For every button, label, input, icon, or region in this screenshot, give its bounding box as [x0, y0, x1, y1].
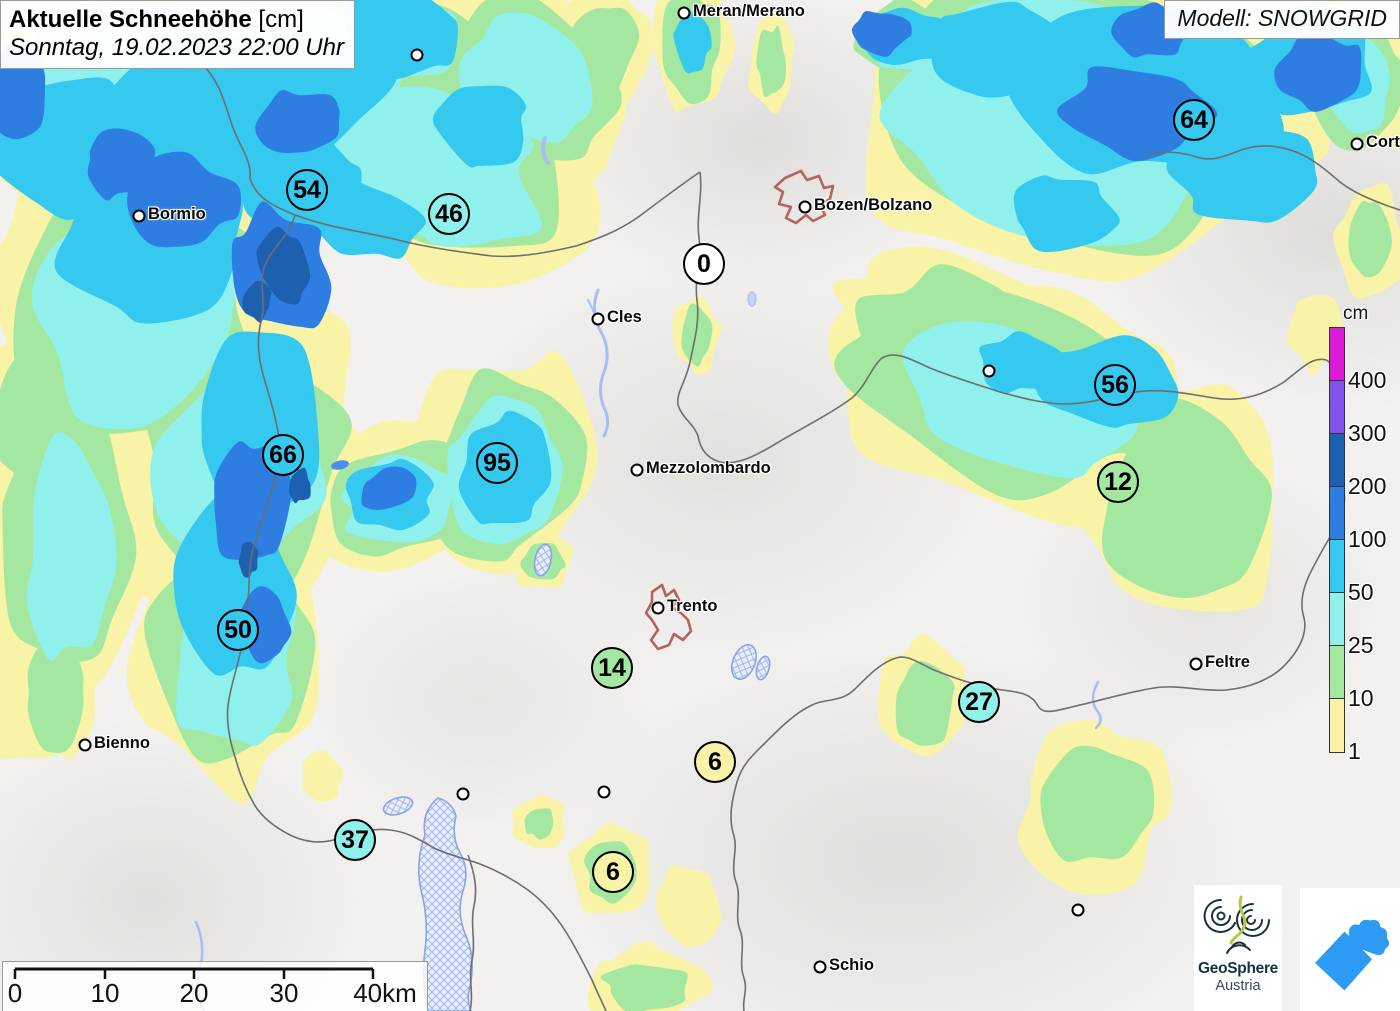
city-marker [597, 785, 611, 799]
legend-label: 10 [1348, 685, 1374, 711]
legend-unit-label: cm [1343, 303, 1369, 324]
legend-segment-400 [1329, 327, 1345, 382]
geosphere-logo-name: GeoSphere [1198, 960, 1278, 977]
geosphere-logo: GeoSphere Austria [1194, 885, 1282, 1011]
city-label: Bienno [94, 734, 150, 752]
station-value-circle: 6 [694, 741, 736, 783]
city-boundaries-layer [644, 169, 835, 651]
map-title: Aktuelle Schneehöhe [9, 6, 252, 33]
station-value-circle: 95 [476, 442, 518, 484]
legend-segment-1 [1329, 698, 1345, 753]
city-marker [591, 312, 605, 326]
city-marker [651, 601, 665, 615]
scale-label: 30 [269, 978, 299, 1008]
map-subtitle: Sonntag, 19.02.2023 22:00 Uhr [9, 34, 344, 61]
lakes-layer [382, 543, 771, 1011]
lake-molveno [533, 543, 553, 577]
legend-label: 25 [1348, 632, 1374, 658]
station-value-circle: 50 [217, 609, 259, 651]
city-label: Mezzolombardo [646, 459, 771, 477]
lake-garda [417, 797, 474, 1011]
scale-label: 40km [353, 978, 417, 1008]
city-label: Bozen/Bolzano [814, 196, 933, 214]
city-label: Schio [829, 956, 874, 974]
avalanche-logo [1300, 888, 1400, 1011]
station-value-circle: 0 [683, 243, 725, 285]
city-marker [982, 364, 996, 378]
lake-ledro [382, 796, 414, 816]
legend-label: 300 [1348, 420, 1387, 446]
geosphere-logo-country: Austria [1215, 978, 1261, 994]
city-label: Feltre [1205, 653, 1250, 671]
station-value-circle: 27 [958, 681, 1000, 723]
legend-segment-300 [1329, 380, 1345, 435]
map-title-line: Aktuelle Schneehöhe [cm] [9, 5, 344, 34]
city-marker [132, 209, 146, 223]
city-label: Trento [667, 597, 718, 615]
legend-segment-200 [1329, 433, 1345, 488]
scale-bar: 0 10 20 30 40km [2, 961, 428, 1011]
legend-segment-50 [1329, 539, 1345, 594]
title-box: Aktuelle Schneehöhe [cm] Sonntag, 19.02.… [0, 0, 355, 69]
station-value-circle: 54 [286, 169, 328, 211]
border-northeast [1144, 145, 1400, 211]
legend-label: 50 [1348, 579, 1374, 605]
mountain-cloud-icon [1315, 919, 1390, 990]
scale-label: 10 [90, 978, 120, 1008]
border-garda-fork [467, 854, 477, 1011]
legend-segment-100 [1329, 486, 1345, 541]
legend-label: 1 [1348, 738, 1361, 764]
station-value-circle: 66 [262, 434, 304, 476]
city-label: Meran/Merano [693, 2, 805, 20]
border-northwest [199, 61, 701, 258]
city-label: Bormio [148, 205, 206, 223]
model-box: Modell: SNOWGRID [1164, 0, 1400, 39]
station-value-circle: 56 [1094, 364, 1136, 406]
city-marker [410, 48, 424, 62]
legend-label: 400 [1348, 367, 1387, 393]
legend-label: 200 [1348, 473, 1387, 499]
city-marker [1350, 137, 1364, 151]
station-value-circle: 6 [592, 851, 634, 893]
city-marker [1071, 903, 1085, 917]
scale-bar-line [13, 967, 375, 979]
border-west [226, 214, 607, 1011]
station-value-circle: 64 [1173, 99, 1215, 141]
trento-boundary [644, 583, 693, 651]
city-marker [630, 463, 644, 477]
city-label: Cortina [1366, 133, 1400, 151]
station-value-circle: 14 [591, 647, 633, 689]
station-value-circle: 37 [334, 819, 376, 861]
scale-label: 0 [7, 978, 23, 1008]
city-marker [1189, 657, 1203, 671]
geosphere-logo-icon [1203, 895, 1270, 954]
station-value-circle: 12 [1097, 461, 1139, 503]
scale-label: 20 [179, 978, 209, 1008]
legend-label: 100 [1348, 526, 1387, 552]
city-label: Cles [607, 308, 642, 326]
lake-caldonazzo [730, 644, 758, 680]
lake-levico [755, 655, 771, 681]
map-title-unit: [cm] [258, 6, 304, 33]
city-marker [78, 738, 92, 752]
bolzano-boundary [773, 169, 835, 225]
rivers-layer [194, 136, 1102, 1011]
city-marker [677, 6, 691, 20]
city-marker [798, 200, 812, 214]
snow-level-darkblue [238, 226, 311, 578]
legend-segment-25 [1329, 592, 1345, 647]
station-value-circle: 46 [428, 193, 470, 235]
city-marker [456, 787, 470, 801]
legend-segment-10 [1329, 645, 1345, 700]
city-marker [813, 960, 827, 974]
